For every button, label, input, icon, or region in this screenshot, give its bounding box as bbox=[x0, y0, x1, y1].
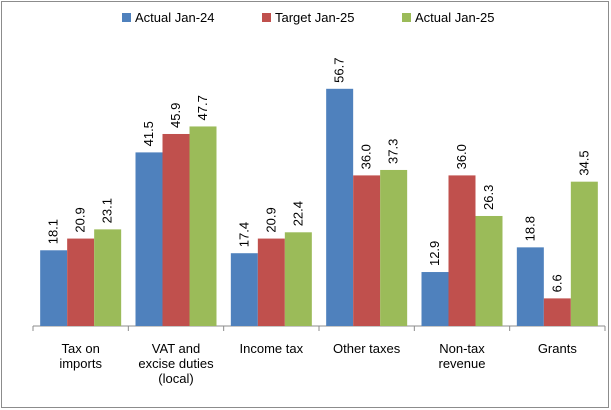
bar bbox=[380, 169, 408, 326]
legend-swatch bbox=[402, 13, 411, 22]
x-tick-label: Grants bbox=[537, 341, 577, 356]
bar bbox=[353, 175, 381, 326]
value-label: 23.1 bbox=[100, 198, 115, 223]
value-label: 18.8 bbox=[522, 216, 537, 241]
bar bbox=[189, 126, 217, 326]
value-label: 22.4 bbox=[290, 201, 305, 226]
value-label: 36.0 bbox=[454, 144, 469, 169]
bar bbox=[284, 232, 312, 326]
value-label: 45.9 bbox=[168, 103, 183, 128]
bar bbox=[67, 238, 95, 326]
legend-label: Actual Jan-24 bbox=[135, 10, 215, 25]
bar bbox=[421, 272, 449, 326]
bar bbox=[475, 215, 503, 326]
value-label: 20.9 bbox=[263, 207, 278, 232]
value-label: 47.7 bbox=[195, 95, 210, 120]
value-label: 56.7 bbox=[332, 57, 347, 82]
bar bbox=[543, 298, 571, 326]
value-label: 37.3 bbox=[386, 139, 401, 164]
bar bbox=[162, 133, 190, 326]
x-tick-label: Non-tax revenue bbox=[438, 341, 486, 371]
value-label: 17.4 bbox=[236, 222, 251, 247]
bar bbox=[448, 175, 476, 326]
bar bbox=[135, 152, 163, 326]
bar bbox=[257, 238, 285, 326]
value-label: 6.6 bbox=[549, 274, 564, 292]
bar bbox=[230, 253, 258, 326]
bar bbox=[40, 250, 68, 326]
legend-label: Target Jan-25 bbox=[275, 10, 355, 25]
value-label: 20.9 bbox=[73, 207, 88, 232]
bar bbox=[570, 181, 598, 326]
value-label: 18.1 bbox=[46, 219, 61, 244]
bar bbox=[94, 229, 122, 326]
value-label: 26.3 bbox=[481, 185, 496, 210]
bar bbox=[326, 88, 354, 327]
value-label: 12.9 bbox=[427, 241, 442, 266]
x-tick-label: VAT and excise duties (local) bbox=[138, 341, 214, 386]
legend-label: Actual Jan-25 bbox=[415, 10, 495, 25]
legend-swatch bbox=[122, 13, 131, 22]
x-tick-label: Other taxes bbox=[333, 341, 401, 356]
x-tick-label: Tax on imports bbox=[59, 341, 102, 371]
bar bbox=[516, 247, 544, 326]
legend-swatch bbox=[262, 13, 271, 22]
value-label: 41.5 bbox=[141, 121, 156, 146]
value-label: 36.0 bbox=[359, 144, 374, 169]
value-label: 34.5 bbox=[576, 150, 591, 175]
x-tick-label: Income tax bbox=[239, 341, 304, 356]
